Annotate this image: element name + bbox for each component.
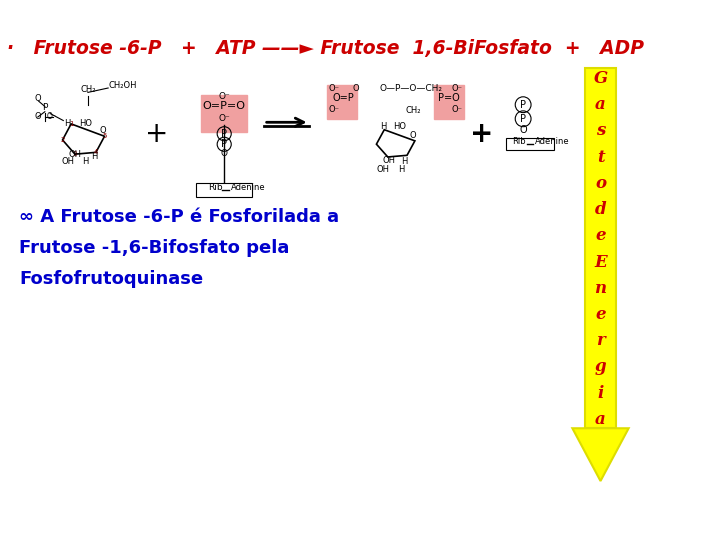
Text: +: +: [145, 120, 168, 148]
Text: s: s: [596, 123, 606, 139]
Text: d: d: [595, 201, 606, 218]
Text: OH: OH: [61, 158, 74, 166]
Text: P: P: [520, 100, 526, 110]
Text: OH: OH: [382, 156, 395, 165]
Text: OH: OH: [68, 151, 81, 159]
Text: +: +: [470, 120, 493, 148]
Text: CH₂OH: CH₂OH: [108, 81, 137, 90]
FancyBboxPatch shape: [196, 183, 252, 197]
Text: H: H: [91, 152, 97, 161]
FancyBboxPatch shape: [434, 85, 464, 119]
Text: Adenine: Adenine: [534, 137, 570, 146]
Text: P: P: [42, 103, 48, 112]
Text: P: P: [221, 129, 228, 139]
Text: i: i: [598, 384, 603, 402]
Text: O⁻: O⁻: [451, 105, 463, 114]
Text: O: O: [35, 112, 41, 121]
Text: O—P—O—CH₂: O—P—O—CH₂: [380, 84, 443, 93]
Text: 1: 1: [69, 121, 73, 127]
Text: ·   Frutose -6-P   +   ATP ——► Frutose  1,6-BiFosfato  +   ADP: · Frutose -6-P + ATP ——► Frutose 1,6-BiF…: [7, 39, 644, 58]
Text: t: t: [597, 148, 604, 166]
Text: e: e: [595, 306, 606, 323]
Text: CH₂: CH₂: [80, 85, 96, 94]
Polygon shape: [572, 428, 629, 481]
Text: P: P: [221, 139, 228, 149]
Text: G: G: [593, 70, 608, 87]
Text: Rib: Rib: [208, 183, 222, 192]
Text: a: a: [595, 96, 606, 113]
Text: 3: 3: [73, 151, 77, 157]
Text: O⁻: O⁻: [218, 113, 230, 123]
Text: Adenine: Adenine: [231, 183, 266, 192]
Text: O: O: [99, 126, 106, 135]
Text: H: H: [380, 123, 387, 131]
Text: P: P: [520, 114, 526, 124]
Text: n: n: [595, 280, 606, 297]
Text: HO: HO: [78, 119, 91, 128]
Text: O⁻: O⁻: [218, 92, 230, 100]
Text: HO: HO: [392, 123, 405, 131]
FancyBboxPatch shape: [327, 85, 357, 119]
Text: O=P: O=P: [332, 93, 354, 103]
Text: H: H: [401, 158, 408, 166]
Text: o: o: [595, 175, 606, 192]
FancyBboxPatch shape: [202, 95, 247, 132]
Text: g: g: [595, 359, 606, 375]
Text: 5: 5: [102, 133, 107, 139]
Text: O⁻: O⁻: [328, 105, 340, 114]
Text: P=O: P=O: [438, 93, 459, 103]
Text: O⁻: O⁻: [451, 84, 463, 93]
Text: a: a: [595, 411, 606, 428]
Text: CH₂: CH₂: [405, 106, 421, 116]
Text: E: E: [594, 253, 607, 271]
Text: H: H: [82, 158, 89, 166]
Text: O⁻: O⁻: [47, 112, 57, 121]
Text: O=P=O: O=P=O: [203, 101, 246, 111]
Text: OH: OH: [377, 165, 390, 173]
Text: O: O: [410, 131, 417, 140]
Text: 2: 2: [60, 137, 65, 143]
Text: e: e: [595, 227, 606, 244]
Text: H: H: [65, 119, 71, 128]
Text: O: O: [353, 84, 359, 93]
Text: Rib: Rib: [512, 137, 526, 146]
Text: O⁻: O⁻: [328, 84, 340, 93]
Text: 4: 4: [94, 150, 98, 156]
Text: O: O: [221, 148, 228, 158]
Text: H: H: [397, 165, 404, 173]
Polygon shape: [585, 68, 616, 428]
Text: r: r: [596, 332, 605, 349]
Text: O: O: [35, 94, 41, 103]
FancyBboxPatch shape: [505, 138, 554, 151]
Text: O: O: [519, 125, 527, 135]
Text: ∞ A Frutose -6-P é Fosforilada a
Frutose -1,6-Bifosfato pela
Fosfofrutoquinase: ∞ A Frutose -6-P é Fosforilada a Frutose…: [19, 208, 339, 288]
